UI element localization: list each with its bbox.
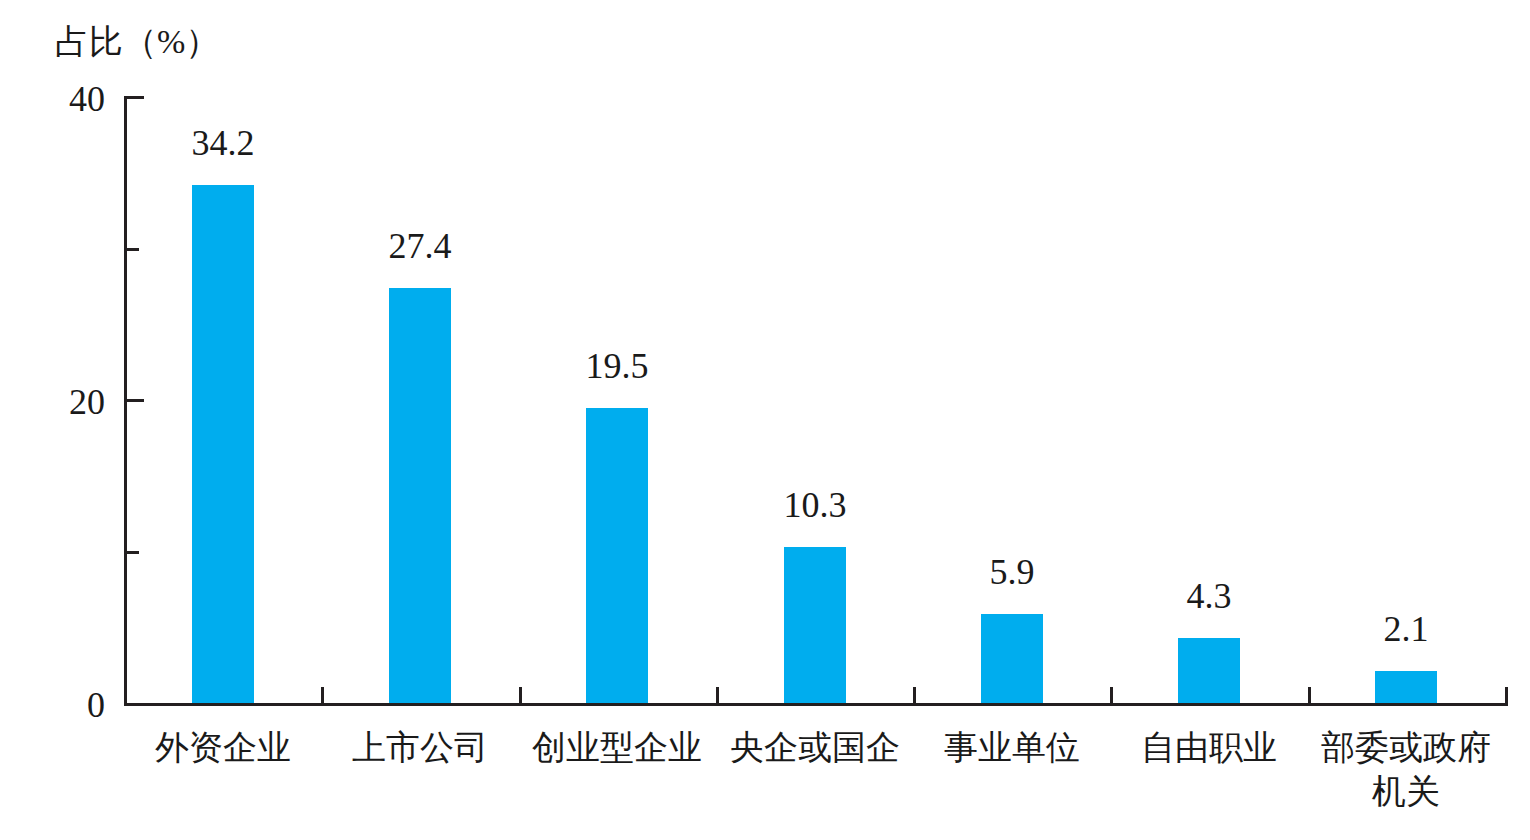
bar-value-label: 2.1 <box>1316 609 1496 649</box>
bar-1 <box>389 288 451 703</box>
x-axis-tick <box>321 687 324 703</box>
x-axis-line <box>124 703 1508 706</box>
x-axis-end-tick <box>1505 687 1508 703</box>
bar-value-label: 19.5 <box>527 346 707 386</box>
bar-chart: 占比（%） 0 20 40 34.2 外资企业 27.4 上市公司 19.5 创业型企业 10.3… <box>0 0 1530 840</box>
x-axis-label: 上市公司 <box>332 726 508 770</box>
bar-value-label: 34.2 <box>133 123 313 163</box>
y-axis-tick-label: 0 <box>30 685 105 725</box>
y-axis-tick-label: 20 <box>30 382 105 422</box>
y-axis-title: 占比（%） <box>55 22 219 62</box>
x-axis-label: 部委或政府机关 <box>1318 726 1494 814</box>
x-axis-label: 自由职业 <box>1121 726 1297 770</box>
x-axis-label: 外资企业 <box>135 726 311 770</box>
y-axis-tick <box>127 248 139 251</box>
bar-0 <box>192 185 254 703</box>
bar-value-label: 10.3 <box>725 485 905 525</box>
x-axis-tick <box>1110 687 1113 703</box>
y-axis-tick-label: 40 <box>30 79 105 119</box>
bar-5 <box>1178 638 1240 703</box>
bar-2 <box>586 408 648 703</box>
x-axis-label: 事业单位 <box>924 726 1100 770</box>
bar-value-label: 5.9 <box>922 552 1102 592</box>
x-axis-tick <box>716 687 719 703</box>
y-axis-tick <box>127 551 139 554</box>
x-axis-label: 央企或国企 <box>727 726 903 770</box>
bar-value-label: 4.3 <box>1119 576 1299 616</box>
bar-value-label: 27.4 <box>330 226 510 266</box>
y-axis-tick <box>127 399 144 402</box>
bar-6 <box>1375 671 1437 703</box>
x-axis-tick <box>1308 687 1311 703</box>
bar-3 <box>784 547 846 703</box>
y-axis-tick <box>127 96 144 99</box>
x-axis-tick <box>913 687 916 703</box>
bar-4 <box>981 614 1043 703</box>
x-axis-tick <box>519 687 522 703</box>
x-axis-label: 创业型企业 <box>529 726 705 770</box>
